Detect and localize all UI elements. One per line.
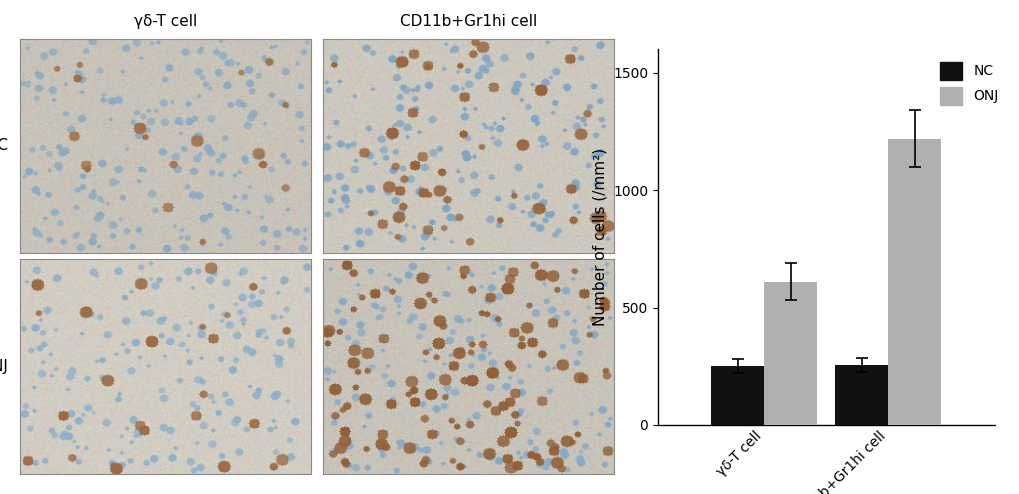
Bar (888, 139, 941, 425)
Bar (763, 282, 816, 425)
Y-axis label: Number of cells (/mm²): Number of cells (/mm²) (592, 148, 607, 326)
Legend: NC, ONJ: NC, ONJ (933, 56, 1004, 110)
Text: ONJ: ONJ (0, 359, 8, 374)
Bar (710, 366, 763, 425)
Text: γδ-T cell: γδ-T cell (133, 14, 198, 29)
Bar (835, 365, 888, 425)
Text: NC: NC (0, 138, 8, 154)
Text: CD11b+Gr1hi cell: CD11b+Gr1hi cell (399, 14, 537, 29)
